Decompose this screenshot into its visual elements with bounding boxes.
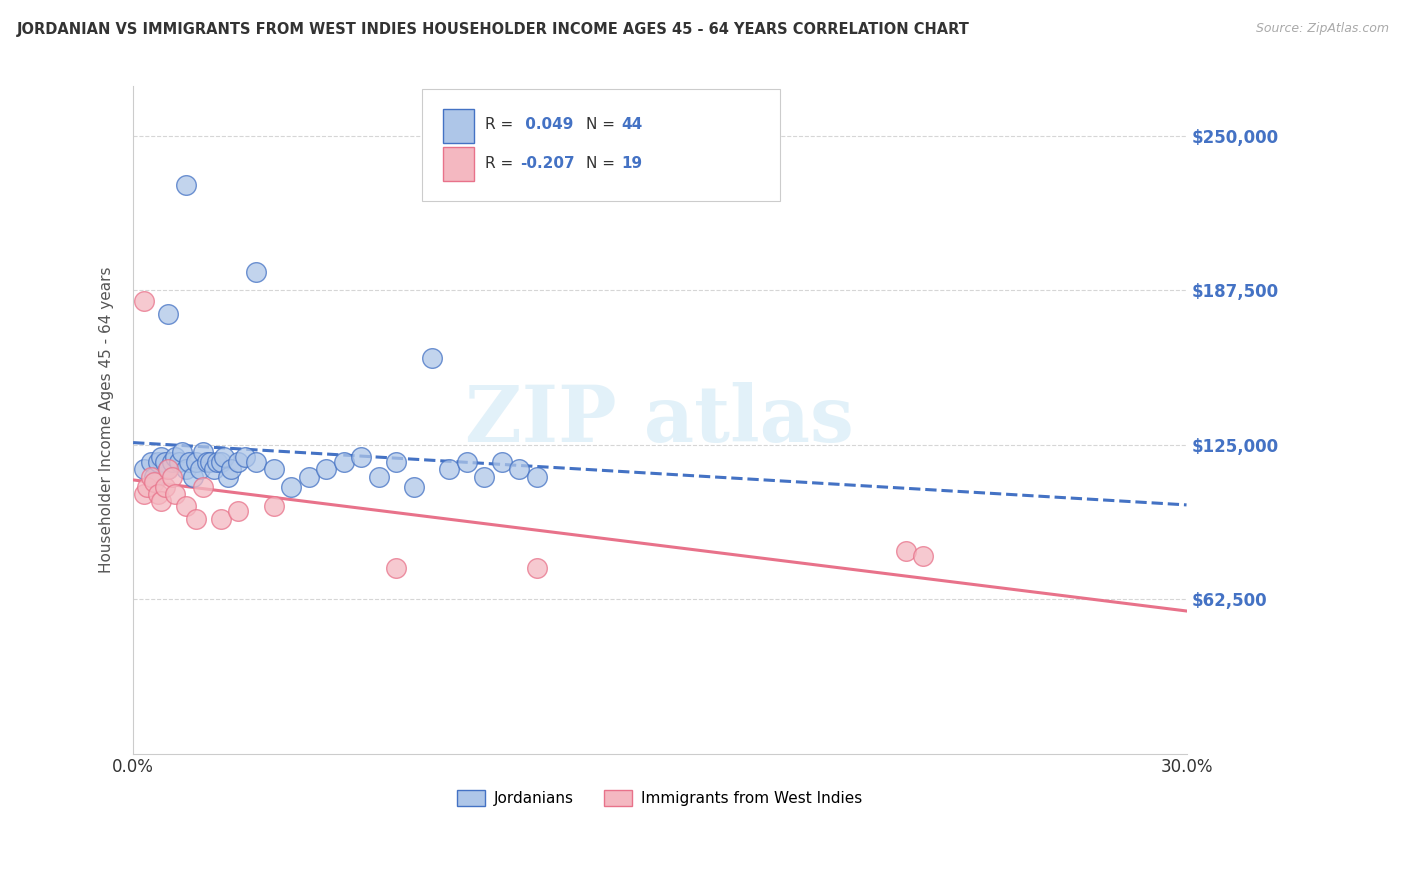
Point bbox=[245, 265, 267, 279]
Point bbox=[526, 469, 548, 483]
Point bbox=[245, 455, 267, 469]
Point bbox=[207, 455, 229, 469]
Point bbox=[146, 455, 169, 469]
Point bbox=[188, 462, 211, 476]
Point bbox=[132, 487, 155, 501]
Point bbox=[472, 469, 495, 483]
Point bbox=[195, 455, 218, 469]
Point bbox=[315, 462, 337, 476]
Text: JORDANIAN VS IMMIGRANTS FROM WEST INDIES HOUSEHOLDER INCOME AGES 45 - 64 YEARS C: JORDANIAN VS IMMIGRANTS FROM WEST INDIES… bbox=[17, 22, 970, 37]
Point bbox=[228, 504, 250, 518]
Point bbox=[228, 455, 250, 469]
Point bbox=[235, 450, 257, 464]
Point bbox=[894, 544, 917, 558]
Point bbox=[221, 462, 243, 476]
Point bbox=[153, 455, 176, 469]
Y-axis label: Householder Income Ages 45 - 64 years: Householder Income Ages 45 - 64 years bbox=[100, 267, 114, 574]
Point bbox=[202, 462, 225, 476]
Point bbox=[214, 450, 236, 464]
Point bbox=[150, 494, 173, 508]
Legend: Jordanians, Immigrants from West Indies: Jordanians, Immigrants from West Indies bbox=[451, 784, 869, 813]
Point bbox=[912, 549, 935, 563]
Text: Source: ZipAtlas.com: Source: ZipAtlas.com bbox=[1256, 22, 1389, 36]
Text: ZIP atlas: ZIP atlas bbox=[465, 382, 855, 458]
Point bbox=[385, 455, 408, 469]
Point bbox=[136, 480, 159, 494]
Point bbox=[186, 512, 208, 526]
Point bbox=[193, 480, 215, 494]
Text: -0.207: -0.207 bbox=[520, 156, 575, 170]
Point bbox=[350, 450, 373, 464]
Point bbox=[153, 480, 176, 494]
Text: 0.049: 0.049 bbox=[520, 118, 574, 132]
Point bbox=[508, 462, 530, 476]
Point bbox=[437, 462, 460, 476]
Point bbox=[139, 469, 162, 483]
Text: N =: N = bbox=[586, 118, 620, 132]
Point bbox=[193, 445, 215, 459]
Text: 44: 44 bbox=[621, 118, 643, 132]
Point bbox=[174, 500, 197, 514]
Point bbox=[157, 307, 180, 321]
Point bbox=[280, 480, 302, 494]
Point bbox=[209, 512, 232, 526]
Point bbox=[298, 469, 321, 483]
Point bbox=[150, 450, 173, 464]
Point bbox=[165, 450, 187, 464]
Point bbox=[186, 455, 208, 469]
Point bbox=[146, 487, 169, 501]
Point bbox=[160, 469, 183, 483]
Point bbox=[333, 455, 356, 469]
Text: N =: N = bbox=[586, 156, 620, 170]
Point bbox=[385, 561, 408, 575]
Point bbox=[157, 462, 180, 476]
Point bbox=[132, 462, 155, 476]
Point bbox=[179, 455, 201, 469]
Point bbox=[209, 455, 232, 469]
Point bbox=[200, 455, 222, 469]
Point bbox=[181, 469, 204, 483]
Point bbox=[491, 455, 513, 469]
Text: R =: R = bbox=[485, 156, 519, 170]
Point bbox=[143, 475, 166, 489]
Point bbox=[420, 351, 443, 366]
Point bbox=[174, 178, 197, 193]
Point bbox=[526, 561, 548, 575]
Point bbox=[172, 445, 194, 459]
Point bbox=[160, 455, 183, 469]
Point bbox=[174, 462, 197, 476]
Point bbox=[217, 469, 239, 483]
Text: 19: 19 bbox=[621, 156, 643, 170]
Point bbox=[402, 480, 425, 494]
Point bbox=[157, 462, 180, 476]
Point bbox=[263, 462, 285, 476]
Point bbox=[139, 455, 162, 469]
Point bbox=[143, 469, 166, 483]
Point bbox=[165, 487, 187, 501]
Point bbox=[167, 455, 190, 469]
Point bbox=[456, 455, 478, 469]
Text: R =: R = bbox=[485, 118, 519, 132]
Point bbox=[367, 469, 389, 483]
Point bbox=[263, 500, 285, 514]
Point bbox=[132, 294, 155, 309]
